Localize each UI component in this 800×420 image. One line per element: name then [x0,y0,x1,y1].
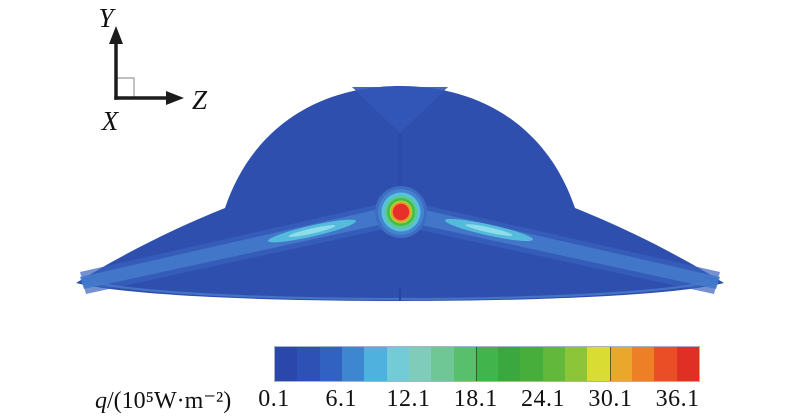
colorbar-segment [408,347,432,381]
colorbar-segment [475,347,499,381]
y-axis-arrowhead [109,26,123,44]
axes-triad: Y Z X [98,3,208,136]
colorbar-segment [609,347,632,381]
right-cyan-streak-core [465,224,513,236]
colorbar-tick-label: 6.1 [325,386,357,412]
colorbar-tick-label: 24.1 [521,386,566,412]
colorbar-segment [341,347,365,381]
colorbar-segment [275,347,298,381]
y-axis-label: Y [98,3,116,33]
colorbar-tick-label: 12.1 [386,386,431,412]
colorbar-segment [520,347,543,381]
colorbar-tick-label: 0.1 [258,386,290,412]
right-angle-marker [115,77,135,99]
colorbar-divider [609,347,611,381]
colorbar-segment [319,347,342,381]
colorbar-tick-label: 18.1 [453,386,498,412]
colorbar-segment [676,347,699,381]
colorbar-segment [453,347,476,381]
colorbar-divider [475,347,477,381]
z-axis-arrowhead [166,91,184,105]
colorbar-segment [297,347,320,381]
hot-spot-ring [392,203,410,221]
colorbar-segment [587,347,610,381]
x-axis-label: X [101,106,120,136]
colorbar-segment [498,347,521,381]
left-cyan-streak-core [288,225,336,237]
colorbar-tick-label: 30.1 [588,386,633,412]
colorbar-quantity-label: q/(10⁵W·m⁻²) [95,386,231,415]
colorbar-segment [431,347,454,381]
z-axis-label: Z [192,85,208,115]
colorbar-segment [364,347,387,381]
colorbar-segment [542,347,566,381]
quantity-symbol: q [95,388,107,414]
colorbar-segment [654,347,677,381]
hot-spot [375,186,427,238]
contour-figure: Y Z X [76,3,724,301]
colorbar-segment [565,347,588,381]
colorbar-segment [386,347,409,381]
colorbar-segment [632,347,655,381]
colorbar-segments [275,347,699,381]
colorbar [274,346,700,382]
colorbar-tick-label: 36.1 [655,386,700,412]
quantity-units: /(10⁵W·m⁻²) [107,388,232,414]
colorbar-ticks: 0.1 6.1 12.1 18.1 24.1 30.1 36.1 [258,386,700,416]
apex-notch [352,87,448,133]
